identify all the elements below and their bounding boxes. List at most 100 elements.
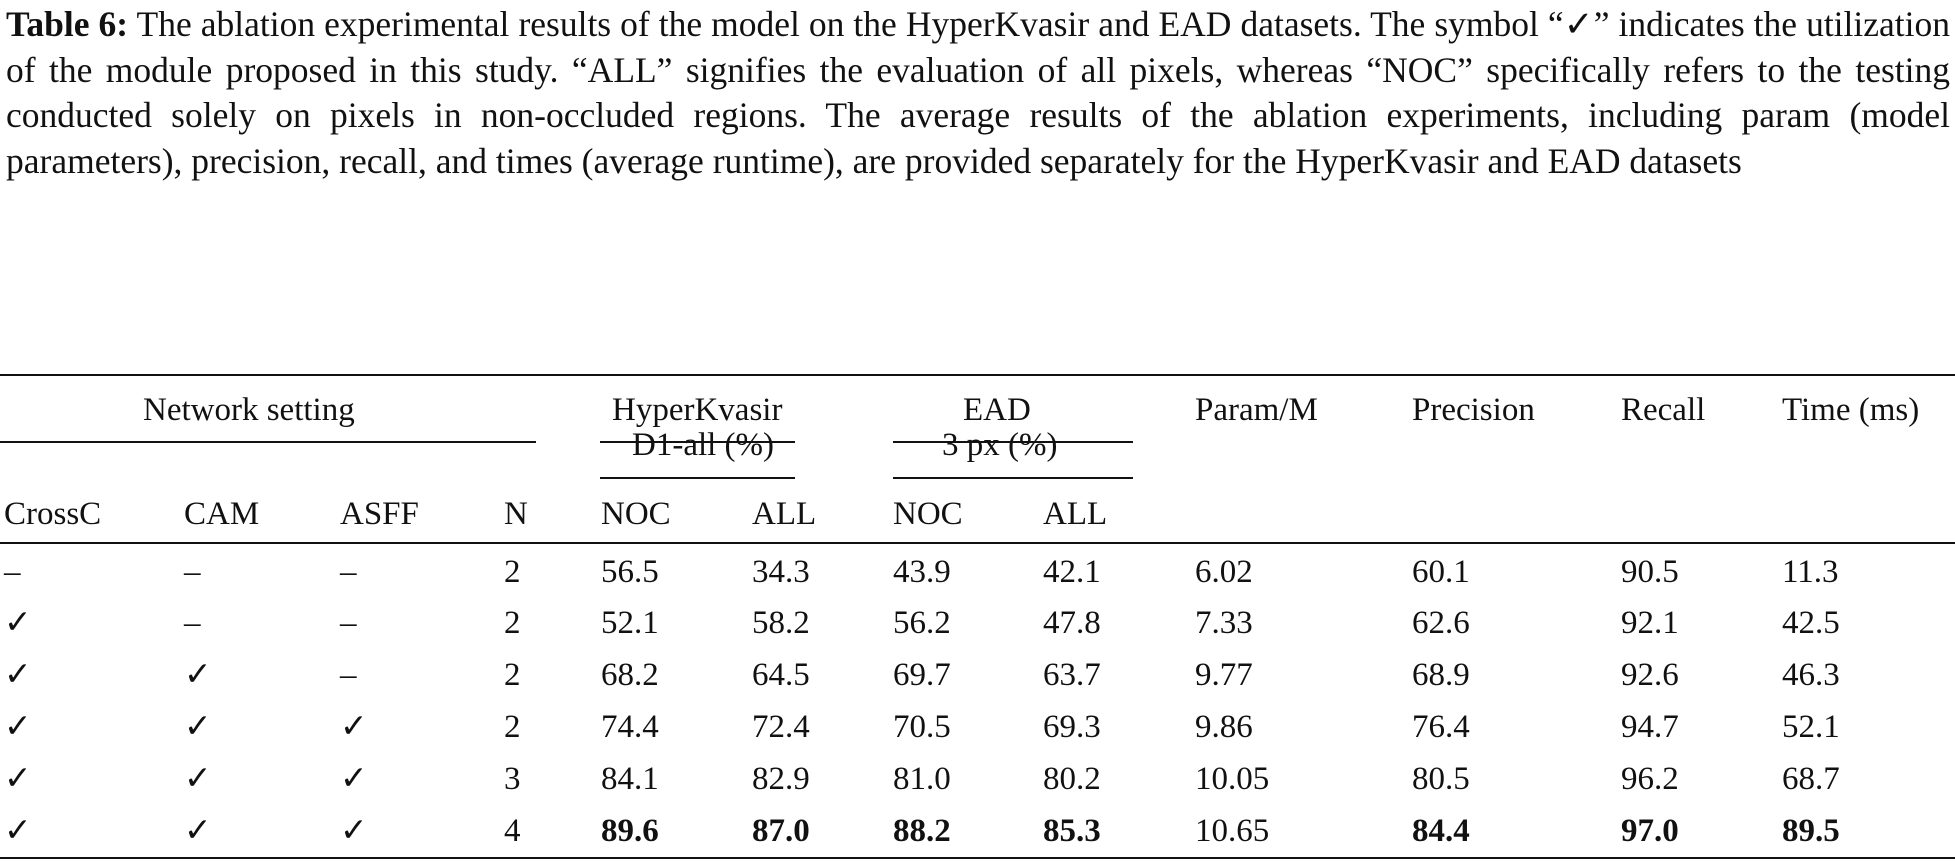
cell-precision: 80.5 <box>1412 761 1470 797</box>
cell-noc-hk: 74.4 <box>601 709 659 745</box>
cell-noc-ead: 88.2 <box>893 813 951 849</box>
cell-precision: 62.6 <box>1412 605 1470 641</box>
cell-noc-hk: 56.5 <box>601 554 659 590</box>
cell-noc-hk: 52.1 <box>601 605 659 641</box>
cell-cam: ✓ <box>184 813 212 849</box>
cell-noc-hk: 84.1 <box>601 761 659 797</box>
table-caption: Table 6: The ablation experimental resul… <box>6 2 1950 184</box>
cell-all-hk: 34.3 <box>752 554 810 590</box>
cell-asff: ✓ <box>340 709 368 745</box>
cell-asff: ✓ <box>340 761 368 797</box>
cell-precision: 60.1 <box>1412 554 1470 590</box>
cell-asff: ✓ <box>340 813 368 849</box>
col-header-crossc: CrossC <box>4 496 102 532</box>
header-network-setting: Network setting <box>143 392 355 428</box>
cell-param: 10.65 <box>1195 813 1270 849</box>
cell-time: 42.5 <box>1782 605 1840 641</box>
cell-time: 46.3 <box>1782 657 1840 693</box>
cell-cam: ✓ <box>184 709 212 745</box>
table-top-rule <box>0 374 1955 376</box>
cell-asff: – <box>340 554 357 590</box>
cell-all-hk: 87.0 <box>752 813 810 849</box>
cell-crossc: ✓ <box>4 761 32 797</box>
cell-crossc: – <box>4 554 21 590</box>
cell-all-hk: 82.9 <box>752 761 810 797</box>
caption-label: Table 6: <box>6 4 129 44</box>
cell-param: 9.77 <box>1195 657 1253 693</box>
header-hyperkvasir: HyperKvasir <box>612 392 783 428</box>
cell-noc-ead: 56.2 <box>893 605 951 641</box>
cell-recall: 96.2 <box>1621 761 1679 797</box>
cell-all-ead: 63.7 <box>1043 657 1101 693</box>
col-header-noc-ead: NOC <box>893 496 963 532</box>
cell-param: 9.86 <box>1195 709 1253 745</box>
header-param: Param/M <box>1195 392 1318 428</box>
cell-crossc: ✓ <box>4 709 32 745</box>
cell-n: 2 <box>504 605 521 641</box>
cell-n: 4 <box>504 813 521 849</box>
header-3px: 3 px (%) <box>942 427 1058 463</box>
cell-crossc: ✓ <box>4 605 32 641</box>
cell-recall: 92.6 <box>1621 657 1679 693</box>
cell-crossc: ✓ <box>4 657 32 693</box>
cell-precision: 76.4 <box>1412 709 1470 745</box>
col-header-noc-hk: NOC <box>601 496 671 532</box>
cell-precision: 68.9 <box>1412 657 1470 693</box>
caption-text: The ablation experimental results of the… <box>6 4 1951 181</box>
cell-asff: – <box>340 657 357 693</box>
cell-time: 52.1 <box>1782 709 1840 745</box>
cell-asff: – <box>340 605 357 641</box>
cell-noc-ead: 43.9 <box>893 554 951 590</box>
cell-noc-ead: 81.0 <box>893 761 951 797</box>
cell-time: 68.7 <box>1782 761 1840 797</box>
cell-param: 10.05 <box>1195 761 1270 797</box>
cell-all-hk: 64.5 <box>752 657 810 693</box>
cell-noc-hk: 68.2 <box>601 657 659 693</box>
cell-cam: – <box>184 554 201 590</box>
cell-time: 11.3 <box>1782 554 1839 590</box>
col-header-asff: ASFF <box>340 496 419 532</box>
cell-all-ead: 85.3 <box>1043 813 1101 849</box>
cell-param: 7.33 <box>1195 605 1253 641</box>
cell-param: 6.02 <box>1195 554 1253 590</box>
header-recall: Recall <box>1621 392 1706 428</box>
cell-crossc: ✓ <box>4 813 32 849</box>
3px-underline <box>893 477 1133 479</box>
cell-precision: 84.4 <box>1412 813 1470 849</box>
cell-all-ead: 80.2 <box>1043 761 1101 797</box>
cell-n: 3 <box>504 761 521 797</box>
table-header-rule <box>0 542 1955 544</box>
header-d1-all: D1-all (%) <box>632 427 775 463</box>
cell-noc-hk: 89.6 <box>601 813 659 849</box>
cell-time: 89.5 <box>1782 813 1840 849</box>
cell-n: 2 <box>504 657 521 693</box>
cell-noc-ead: 69.7 <box>893 657 951 693</box>
ead-underline <box>893 441 1133 443</box>
cell-recall: 92.1 <box>1621 605 1679 641</box>
cell-recall: 97.0 <box>1621 813 1679 849</box>
d1all-underline <box>600 477 795 479</box>
cell-cam: ✓ <box>184 657 212 693</box>
cell-recall: 94.7 <box>1621 709 1679 745</box>
network-setting-underline <box>0 441 536 443</box>
cell-all-ead: 47.8 <box>1043 605 1101 641</box>
header-ead: EAD <box>963 392 1031 428</box>
cell-n: 2 <box>504 709 521 745</box>
cell-recall: 90.5 <box>1621 554 1679 590</box>
header-precision: Precision <box>1412 392 1535 428</box>
cell-all-hk: 72.4 <box>752 709 810 745</box>
header-time: Time (ms) <box>1782 392 1920 428</box>
col-header-cam: CAM <box>184 496 260 532</box>
hyperkvasir-underline <box>600 441 795 443</box>
cell-all-ead: 69.3 <box>1043 709 1101 745</box>
col-header-all-ead: ALL <box>1043 496 1108 532</box>
col-header-n: N <box>504 496 528 532</box>
cell-all-ead: 42.1 <box>1043 554 1101 590</box>
col-header-all-hk: ALL <box>752 496 817 532</box>
cell-cam: – <box>184 605 201 641</box>
cell-noc-ead: 70.5 <box>893 709 951 745</box>
cell-n: 2 <box>504 554 521 590</box>
table-bottom-rule <box>0 857 1955 859</box>
cell-cam: ✓ <box>184 761 212 797</box>
cell-all-hk: 58.2 <box>752 605 810 641</box>
